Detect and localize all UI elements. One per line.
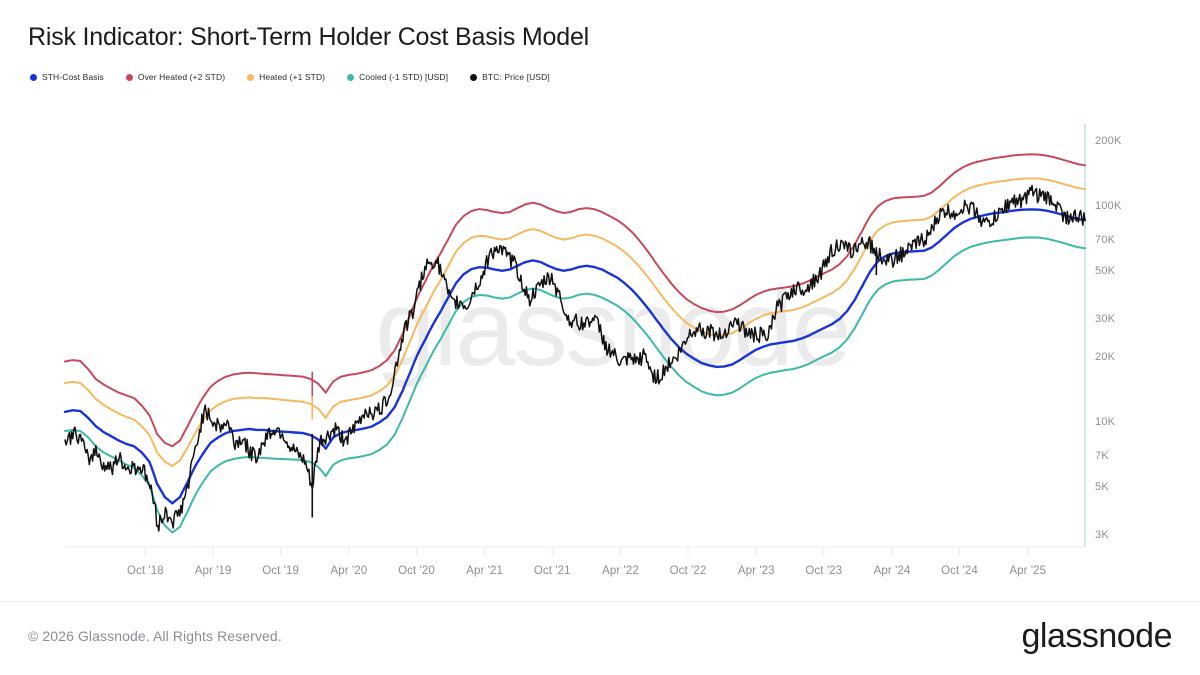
y-axis-tick-label: 200K xyxy=(1095,135,1122,148)
legend-item[interactable]: STH-Cost Basis xyxy=(30,72,104,82)
legend-item[interactable]: Heated (+1 STD) xyxy=(247,72,325,82)
y-axis-tick-label: 100K xyxy=(1095,200,1122,213)
x-axis-tick-label: Oct '20 xyxy=(398,565,435,577)
legend-item[interactable]: Over Heated (+2 STD) xyxy=(125,72,226,82)
series-line xyxy=(64,184,1086,532)
legend-item-label: BTC: Price [USD] xyxy=(482,72,550,82)
legend-color-dot-icon xyxy=(125,73,133,81)
x-axis-tick-label: Oct '23 xyxy=(805,565,843,577)
legend-item-label: Cooled (-1 STD) [USD] xyxy=(359,72,449,82)
legend-item[interactable]: BTC: Price [USD] xyxy=(470,72,550,82)
legend-color-dot-icon xyxy=(470,73,478,81)
x-axis-tick-label: Apr '23 xyxy=(737,565,775,577)
legend-item-label: Over Heated (+2 STD) xyxy=(137,72,226,82)
legend-color-dot-icon xyxy=(247,73,255,81)
legend-item-label: Heated (+1 STD) xyxy=(259,72,326,82)
y-axis-tick-label: 3K xyxy=(1095,529,1109,542)
x-axis-tick-label: Apr '21 xyxy=(466,565,504,577)
x-axis-tick-label: Oct '21 xyxy=(533,565,571,577)
legend-item[interactable]: Cooled (-1 STD) [USD] xyxy=(347,72,448,82)
y-axis-tick-label: 30K xyxy=(1095,313,1116,326)
copyright-text: © 2026 Glassnode. All Rights Reserved. xyxy=(28,628,282,644)
x-axis-tick-label: Apr '22 xyxy=(602,565,639,577)
legend-item-label: STH-Cost Basis xyxy=(42,72,104,82)
x-axis-tick-label: Oct '19 xyxy=(262,565,300,577)
series-line xyxy=(64,153,1086,448)
y-axis-tick-label: 10K xyxy=(1095,416,1116,429)
x-axis-tick-label: Oct '22 xyxy=(669,565,707,577)
x-axis-tick-label: Oct '18 xyxy=(126,565,164,577)
series-line xyxy=(63,208,1087,505)
footer-divider xyxy=(0,601,1200,602)
page-title: Risk Indicator: Short-Term Holder Cost B… xyxy=(28,23,590,51)
y-axis-tick-label: 7K xyxy=(1095,449,1109,462)
legend-color-dot-icon xyxy=(347,73,355,81)
x-axis-tick-label: Oct '24 xyxy=(941,565,978,577)
series-line xyxy=(64,236,1086,534)
y-axis-tick-label: 20K xyxy=(1095,351,1116,364)
y-axis-tick-label: 70K xyxy=(1095,233,1116,246)
y-axis-tick-label: 5K xyxy=(1095,481,1109,494)
x-axis-tick-label: Apr '25 xyxy=(1009,565,1047,577)
glassnode-logo: glassnode xyxy=(1021,617,1172,655)
chart-svg xyxy=(63,124,1087,556)
plot-area xyxy=(63,124,1087,556)
y-axis-tick-label: 50K xyxy=(1095,265,1116,278)
chart-legend: STH-Cost Basis Over Heated (+2 STD) Heated… xyxy=(30,72,550,82)
x-axis-tick-label: Apr '19 xyxy=(194,565,232,577)
x-axis-tick-label: Apr '20 xyxy=(330,565,368,577)
series-line xyxy=(64,177,1086,468)
legend-color-dot-icon xyxy=(30,73,37,81)
x-axis-tick-label: Apr '24 xyxy=(873,565,911,577)
